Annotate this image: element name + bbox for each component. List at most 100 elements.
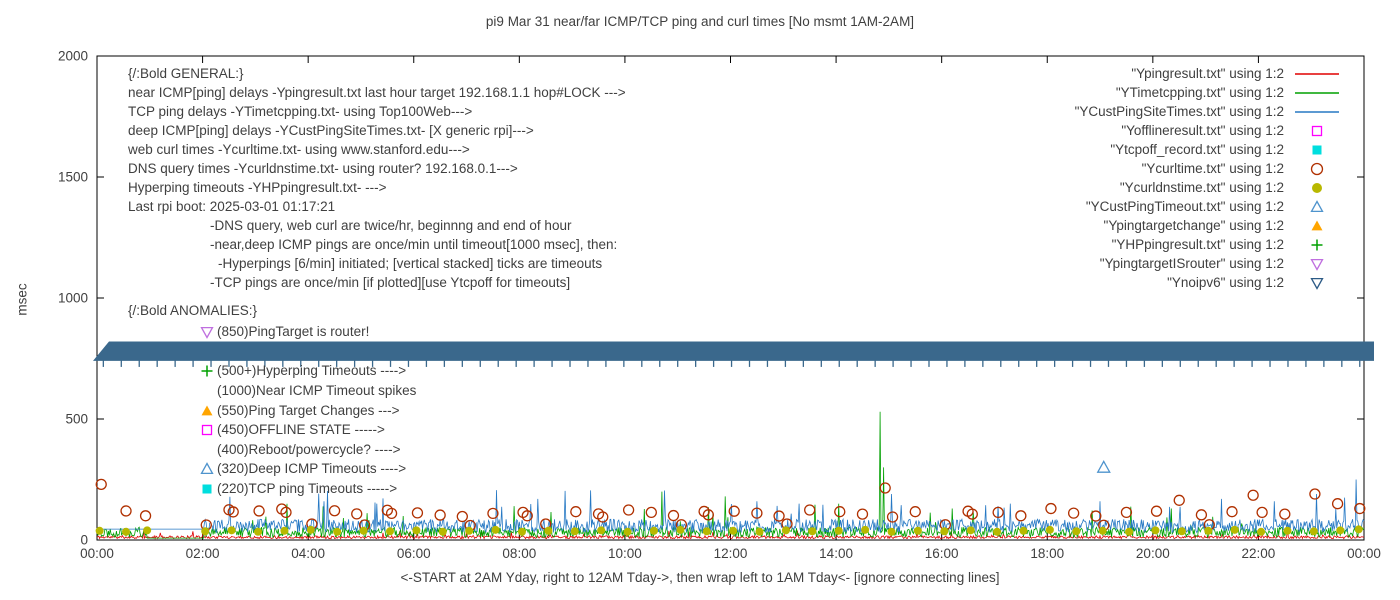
legend-line-icon (1295, 72, 1339, 75)
x-tick-label: 00:00 (80, 546, 114, 561)
general-annotation-line: TCP ping delays -YTimetcpping.txt- using… (128, 104, 473, 119)
legend-circle-filled-icon (1312, 182, 1322, 193)
marker-circle-filled (913, 526, 922, 535)
marker-circle-filled (306, 525, 315, 534)
marker-circle-filled (940, 527, 949, 536)
marker-circle-open (886, 511, 899, 523)
marker-triangle-up-open (1310, 199, 1324, 212)
legend-entry: "Ypingresult.txt" using 1:2 (1075, 64, 1340, 83)
marker-circle-filled (359, 526, 368, 535)
anomaly-line: (550)Ping Target Changes ---> (200, 400, 416, 420)
marker-circle-open (1226, 506, 1238, 518)
marker-circle-filled (649, 526, 658, 535)
legend-entry: "Ytcpoff_record.txt" using 1:2 (1075, 140, 1340, 159)
marker-circle-filled (702, 527, 711, 536)
marker-circle-filled (201, 527, 210, 536)
chart-title: pi9 Mar 31 near/far ICMP/TCP ping and cu… (485, 14, 915, 29)
legend-triangle-filled-icon (1311, 220, 1323, 230)
marker-circle-open (1067, 507, 1080, 519)
marker-circle-filled (808, 527, 817, 536)
marker-circle-open (487, 507, 499, 520)
marker-square-open (201, 425, 213, 436)
legend-label: "Yofflineresult.txt" using 1:2 (1121, 123, 1284, 138)
legend-entry: "Ynoipv6" using 1:2 (1075, 273, 1340, 292)
marker-circle-filled (861, 525, 870, 534)
marker-circle-open (351, 508, 363, 520)
series-scatter-YCustPingTimeout (1096, 460, 1111, 473)
marker-circle-open (1247, 489, 1259, 501)
marker-circle-open (856, 508, 869, 520)
legend-square-open-icon (1311, 125, 1323, 136)
marker-circle-open (120, 505, 132, 517)
marker-circle-filled (280, 526, 289, 535)
anomaly-line: (450)OFFLINE STATE -----> (200, 420, 416, 440)
general-annotation-line: -near,deep ICMP pings are once/min until… (210, 237, 618, 252)
anomaly-line: (320)Deep ICMP Timeouts ----> (200, 459, 416, 479)
marker-circle-filled (1177, 527, 1186, 536)
marker-circle-filled (1045, 525, 1054, 534)
marker-circle-open (1090, 510, 1102, 522)
marker-circle-filled (1151, 526, 1160, 535)
general-annotation-line: DNS query times -Ycurldnstime.txt- using… (128, 161, 518, 176)
noipv6-band (93, 341, 1374, 361)
legend-entry: "YpingtargetISrouter" using 1:2 (1075, 254, 1340, 273)
y-tick-label: 1500 (58, 170, 88, 185)
marker-circle-open (1354, 502, 1366, 515)
anomaly-text: (320)Deep ICMP Timeouts ----> (217, 461, 407, 477)
legend-triangle-down-open-icon (1310, 258, 1324, 271)
marker-circle-filled (412, 526, 421, 535)
marker-circle-filled (676, 525, 685, 534)
anomaly-text (217, 344, 221, 359)
marker-circle-filled (143, 526, 152, 535)
series-line-Ypingresult (96, 529, 1365, 540)
marker-circle-open (1331, 498, 1344, 510)
marker-circle-open (1015, 510, 1027, 522)
general-annotation-line: -Hyperpings [6/min] initiated; [vertical… (218, 256, 603, 271)
anomaly-line (200, 342, 416, 362)
legend-label: "YpingtargetISrouter" using 1:2 (1099, 256, 1284, 271)
y-tick-label: 2000 (58, 49, 88, 64)
marker-circle-open (1256, 506, 1268, 519)
marker-circle-open (909, 506, 921, 518)
legend-plus-icon (1311, 239, 1323, 250)
marker-circle-filled (834, 526, 843, 535)
general-annotation-line: near ICMP[ping] delays -Ypingresult.txt … (128, 85, 626, 100)
marker-triangle-down-open (1310, 277, 1324, 290)
marker-circle-open (702, 509, 714, 521)
marker-plus (1311, 239, 1323, 250)
x-tick-label: 02:00 (186, 546, 220, 561)
legend-entry: "YCustPingTimeout.txt" using 1:2 (1075, 197, 1340, 216)
marker-triangle-filled (201, 405, 213, 416)
legend-square-filled-icon (1312, 145, 1322, 154)
marker-circle-open (751, 507, 763, 519)
anomaly-line: (850)PingTarget is router! (200, 322, 416, 342)
marker-circle-filled (623, 527, 632, 536)
x-tick-label: 14:00 (819, 546, 853, 561)
marker-circle-filled (1019, 526, 1028, 535)
marker-circle-open (1279, 508, 1291, 520)
marker-circle-filled (781, 526, 790, 535)
legend-label: "YTimetcpping.txt" using 1:2 (1115, 85, 1284, 100)
marker-circle-filled (597, 526, 606, 535)
marker-circle-filled (1336, 526, 1345, 535)
marker-triangle-down-open (1310, 258, 1324, 271)
noipv6-band-ticks (102, 359, 1361, 367)
marker-triangle-filled (1311, 220, 1323, 230)
marker-square-filled (202, 484, 212, 494)
marker-plus (201, 365, 213, 377)
marker-circle-filled (1204, 526, 1213, 535)
marker-circle-open (879, 482, 891, 494)
x-tick-label: 22:00 (1242, 546, 1276, 561)
anomaly-text: (220)TCP ping Timeouts -----> (217, 481, 398, 497)
triangle-down-open-icon (200, 324, 217, 340)
general-annotation-line: Last rpi boot: 2025-03-01 01:17:21 (128, 199, 336, 214)
anomaly-text: (850)PingTarget is router! (217, 324, 370, 340)
x-tick-label: 04:00 (291, 546, 325, 561)
marker-circle-open (667, 509, 680, 522)
marker-circle-filled (1257, 527, 1266, 536)
marker-circle-filled (1072, 527, 1081, 536)
marker-circle-open (1310, 162, 1324, 175)
general-annotation-line: deep ICMP[ping] delays -YCustPingSiteTim… (128, 123, 534, 138)
legend-triangle-down-open-icon (1310, 277, 1324, 290)
legend-label: "YCustPingSiteTimes.txt" using 1:2 (1074, 104, 1284, 119)
